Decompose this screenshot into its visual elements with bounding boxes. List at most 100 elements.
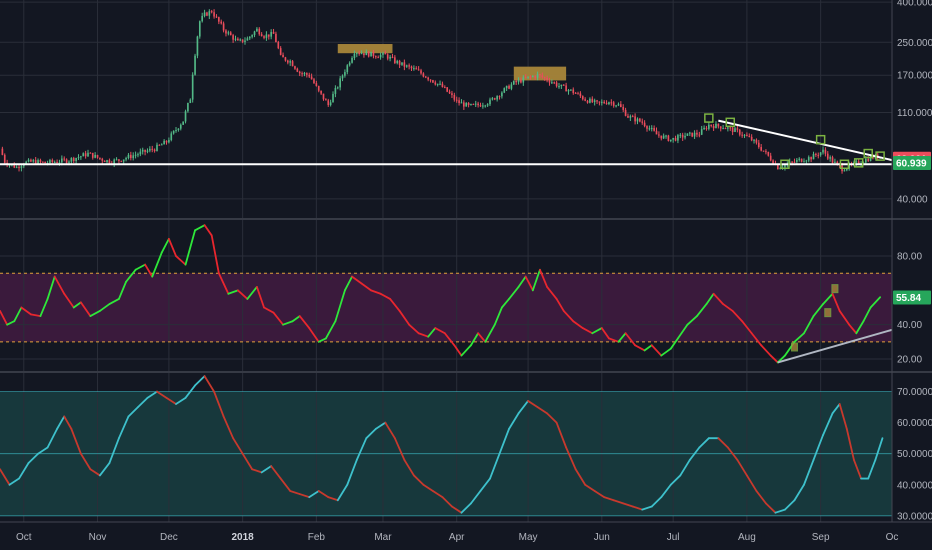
candle-body: [151, 148, 154, 150]
price-pane[interactable]: [0, 0, 893, 218]
candle-body: [25, 161, 27, 165]
candle-body: [384, 52, 387, 55]
rsi-segment: [118, 280, 127, 300]
rsi-segment: [650, 344, 663, 357]
candle-body: [691, 132, 694, 137]
candle-body: [153, 149, 156, 152]
candle-body: [803, 161, 805, 163]
candle-body: [731, 127, 734, 132]
candle-body: [608, 102, 610, 105]
oscillator-segment: [460, 502, 472, 514]
candle-body: [374, 56, 377, 58]
oscillator-segment: [612, 499, 625, 505]
rsi-segment: [236, 289, 249, 300]
rsi-segment: [470, 332, 480, 347]
candle-body: [834, 161, 836, 163]
candle-body: [208, 11, 211, 16]
candle-body: [398, 60, 401, 65]
rsi-segment: [246, 286, 258, 300]
oscillator-segment: [867, 459, 877, 480]
oscillator-segment: [489, 452, 501, 480]
rsi-segment: [282, 320, 294, 326]
candle-body: [39, 160, 42, 162]
rsi-segment: [517, 275, 527, 288]
oscillator-segment: [822, 412, 834, 436]
candle-body: [182, 121, 184, 125]
candle-body: [1, 148, 4, 155]
candle-body: [158, 144, 161, 146]
oscillator-segment: [631, 505, 644, 511]
oscillator-pane[interactable]: [0, 373, 893, 522]
pivot-marker: [725, 117, 736, 128]
oscillator-segment: [46, 427, 58, 449]
rsi-segment: [669, 337, 679, 350]
rsi-line: [0, 224, 882, 364]
rsi-segment: [351, 275, 363, 285]
candle-body: [669, 139, 672, 142]
oscillator-segment: [412, 474, 425, 486]
price-scale[interactable]: 40.000 110.000 170.000 250.000 400.000 20.00 4…: [893, 0, 932, 522]
rsi-segment: [210, 234, 220, 275]
candle-body: [258, 28, 261, 35]
candle-body: [424, 76, 427, 78]
candle-body: [505, 85, 508, 89]
resistance-zone-2: [513, 66, 567, 81]
candle-body: [103, 160, 106, 162]
candle-body: [565, 85, 567, 92]
candle-body: [415, 68, 418, 70]
oscillator-segment: [669, 474, 682, 486]
candle-body: [681, 134, 684, 138]
candle-body: [3, 154, 6, 163]
candle-body: [408, 65, 410, 67]
oscillator-segment: [156, 390, 168, 399]
candle-body: [260, 34, 263, 37]
candle-body: [248, 36, 251, 39]
time-scale[interactable]: Oct Nov Dec 2018 Feb Mar Apr May Jun Jul Aug Sep Oc: [16, 532, 898, 543]
rsi-tick-label: 80.00: [897, 252, 922, 263]
candle-body: [684, 135, 686, 138]
rsi-segment: [434, 327, 446, 335]
candle-body: [241, 39, 244, 42]
oscillator-segment: [765, 502, 777, 514]
candle-body: [291, 61, 294, 67]
candle-body: [341, 75, 344, 79]
candle-body: [688, 132, 691, 134]
rsi-segment: [108, 298, 120, 305]
rsi-segment: [20, 306, 32, 316]
rsi-segment: [500, 298, 510, 309]
candle-body: [401, 62, 403, 65]
candle-body: [865, 158, 867, 163]
oscillator-segment: [336, 483, 349, 502]
candle-body: [284, 57, 287, 61]
candle-body: [246, 38, 249, 41]
oscillator-segment: [384, 421, 396, 440]
candle-body: [96, 154, 99, 158]
candle-body: [574, 92, 577, 94]
candle-body: [317, 85, 320, 91]
oscillator-segment: [831, 403, 841, 415]
candle-body: [308, 74, 311, 77]
oscillator-segment: [565, 446, 577, 471]
rsi-segment: [741, 320, 753, 335]
oscillator-segment: [679, 459, 691, 477]
candle-body: [156, 144, 158, 152]
candle-body: [470, 103, 472, 106]
candle-body: [715, 123, 717, 129]
candle-body: [634, 116, 636, 122]
candle-body: [372, 51, 375, 57]
candle-body: [82, 153, 85, 157]
candle-body: [843, 170, 846, 172]
time-tick-label: 2018: [231, 532, 254, 543]
candle-body: [336, 87, 339, 89]
rsi-segment: [194, 224, 206, 232]
candle-body: [553, 82, 556, 84]
candle-body: [56, 161, 58, 163]
candle-body: [600, 101, 603, 103]
candle-body: [170, 133, 173, 140]
candle-body: [767, 151, 770, 156]
candle-body: [303, 73, 306, 75]
rsi-segment: [508, 286, 520, 300]
candle-body: [455, 99, 458, 101]
rsi-pane[interactable]: [0, 220, 893, 371]
